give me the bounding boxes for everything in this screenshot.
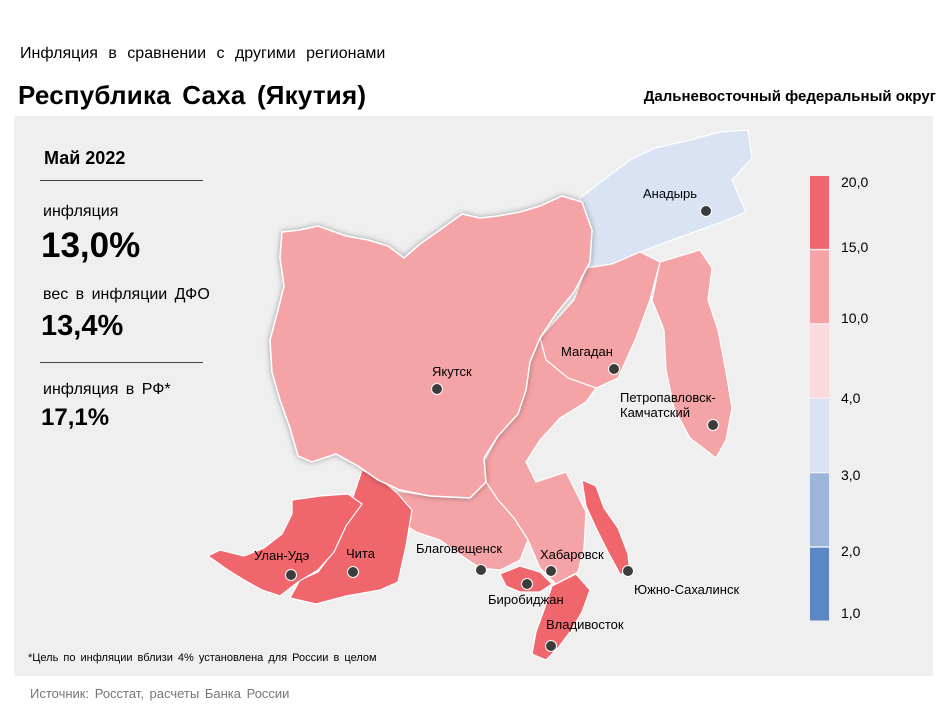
source-note: Источник: Росстат, расчеты Банка России bbox=[30, 686, 290, 701]
city-marker-yuzhno-sakhalinsk bbox=[622, 565, 634, 577]
city-label-yakutsk: Якутск bbox=[432, 364, 472, 379]
city-marker-chita bbox=[347, 566, 359, 578]
page-subtitle: Инфляция в сравнении с другими регионами bbox=[20, 45, 386, 62]
legend: 20,0 15,0 10,0 4,0 3,0 2,0 1,0 bbox=[810, 174, 868, 621]
city-marker-ulan-ude bbox=[285, 569, 297, 581]
inflation-label: инфляция bbox=[43, 203, 119, 220]
legend-tick-1: 15,0 bbox=[841, 239, 868, 255]
city-label-ulan-ude: Улан-Удэ bbox=[254, 548, 310, 563]
divider-bottom bbox=[40, 362, 203, 363]
city-marker-magadan bbox=[608, 363, 620, 375]
footnote: *Цель по инфляции вблизи 4% установлена … bbox=[28, 652, 377, 664]
legend-swatch-0 bbox=[810, 176, 829, 249]
city-label-anadyr: Анадырь bbox=[643, 186, 697, 201]
city-label-blagoveshchensk: Благовещенск bbox=[416, 541, 502, 556]
district-name: Дальневосточный федеральный округ bbox=[643, 88, 936, 105]
city-label-petropavlovsk-line2: Камчатский bbox=[620, 405, 690, 420]
legend-swatch-1 bbox=[810, 250, 829, 324]
rf-inflation-label: инфляция в РФ* bbox=[43, 381, 171, 398]
city-marker-blagoveshchensk bbox=[475, 564, 487, 576]
legend-tick-4: 3,0 bbox=[841, 467, 861, 483]
legend-swatch-4 bbox=[810, 473, 829, 547]
region-magadan bbox=[539, 251, 661, 389]
city-label-vladivostok: Владивосток bbox=[546, 617, 624, 632]
city-label-birobidzhan: Биробиджан bbox=[488, 592, 564, 607]
legend-tick-5: 2,0 bbox=[841, 543, 861, 559]
city-label-khabarovsk: Хабаровск bbox=[540, 547, 604, 562]
period-label: Май 2022 bbox=[44, 148, 126, 168]
city-label-magadan: Магадан bbox=[561, 344, 613, 359]
city-marker-petropavlovsk bbox=[707, 419, 719, 431]
city-marker-khabarovsk bbox=[545, 565, 557, 577]
divider-top bbox=[40, 180, 203, 181]
city-marker-yakutsk bbox=[431, 383, 443, 395]
city-marker-anadyr bbox=[700, 205, 712, 217]
legend-tick-2: 10,0 bbox=[841, 310, 868, 326]
legend-tick-0: 20,0 bbox=[841, 174, 868, 190]
weight-value: 13,4% bbox=[41, 310, 124, 342]
inflation-value: 13,0% bbox=[41, 226, 141, 265]
legend-tick-3: 4,0 bbox=[841, 390, 861, 406]
region-kamchatka bbox=[651, 249, 733, 459]
region-primorsky bbox=[531, 573, 591, 661]
weight-label: вес в инфляции ДФО bbox=[43, 286, 210, 303]
rf-inflation-value: 17,1% bbox=[41, 404, 110, 431]
city-label-yuzhno-sakhalinsk: Южно-Сахалинск bbox=[634, 582, 739, 597]
city-label-chita: Чита bbox=[346, 546, 376, 561]
city-markers: Анадырь Якутск Магадан Петропавловск-Камчат… bbox=[254, 186, 739, 652]
legend-swatch-2 bbox=[810, 324, 829, 398]
page-title: Республика Саха (Якутия) bbox=[18, 80, 367, 110]
city-marker-birobidzhan bbox=[521, 578, 533, 590]
legend-tick-6: 1,0 bbox=[841, 605, 861, 621]
legend-swatch-3 bbox=[810, 399, 829, 472]
region-buryatia bbox=[206, 493, 363, 597]
legend-swatch-5 bbox=[810, 547, 829, 621]
city-label-petropavlovsk: Петропавловск- bbox=[620, 390, 716, 405]
region-yakutia bbox=[269, 195, 593, 499]
city-marker-vladivostok bbox=[545, 640, 557, 652]
